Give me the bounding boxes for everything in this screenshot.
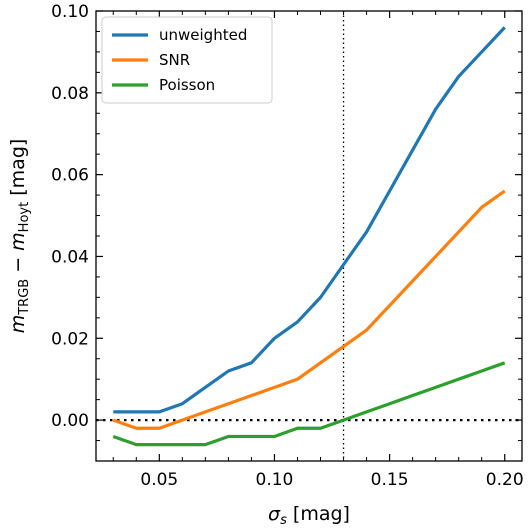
y-axis-sub2: Hoyt — [17, 202, 32, 233]
x-tick-label: 0.15 — [371, 470, 409, 490]
series-line-unweighted — [113, 26, 506, 414]
x-tick-label: 0.05 — [140, 470, 178, 490]
plot-frame — [95, 10, 523, 462]
legend-label-unweighted: unweighted — [159, 26, 247, 44]
x-axis-label: σs [mag] — [268, 503, 350, 528]
series-line-snr — [112, 189, 506, 430]
legend-label-poisson: Poisson — [159, 76, 215, 94]
legend-box — [101, 16, 273, 104]
y-axis-m2: m — [7, 232, 29, 251]
y-tick-label: 0.08 — [51, 84, 89, 104]
y-tick-label: 0.10 — [51, 2, 89, 22]
y-axis-unit: [mag] — [7, 139, 29, 202]
y-axis-m1: m — [7, 315, 29, 334]
y-tick-label: 0.06 — [51, 166, 89, 186]
x-axis-symbol: σ — [268, 503, 281, 525]
x-tick-label: 0.10 — [256, 470, 294, 490]
plot-area — [96, 11, 522, 461]
x-axis-unit-text: [mag] — [293, 503, 350, 525]
y-tick-label: 0.00 — [51, 411, 89, 431]
series-line-poisson — [112, 361, 506, 447]
y-axis-sub1: TRGB — [17, 279, 32, 316]
y-axis-label: mTRGB − mHoyt [mag] — [7, 139, 32, 334]
y-axis-minus: − — [7, 251, 29, 279]
axis-ticks: 0.05 0.10 0.15 0.20 0.00 0.02 0.04 0.06 0.08 0.10 — [51, 2, 524, 490]
x-axis-subscript: s — [280, 513, 287, 528]
y-tick-label: 0.04 — [51, 247, 89, 267]
legend: unweighted SNR Poisson — [101, 16, 273, 104]
x-tick-label: 0.20 — [486, 470, 524, 490]
y-tick-label: 0.02 — [51, 329, 89, 349]
legend-label-snr: SNR — [159, 51, 190, 69]
